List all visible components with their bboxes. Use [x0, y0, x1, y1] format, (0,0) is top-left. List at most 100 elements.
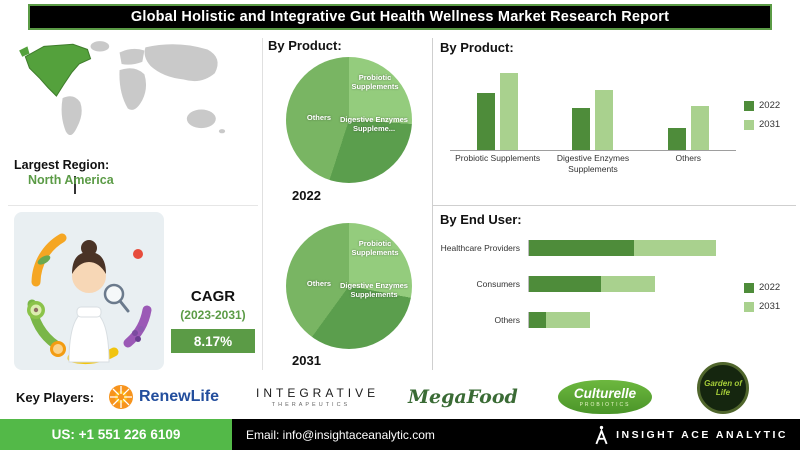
- divider-horizontal-left: [8, 205, 258, 206]
- report-title: Global Holistic and Integrative Gut Heal…: [130, 9, 670, 25]
- pie-2031-label-digestive: Digestive Enzymes Supplements: [340, 281, 408, 300]
- legend-label: 2022: [759, 100, 781, 111]
- logo-culturelle: Culturelle PROBIOTICS: [558, 380, 652, 414]
- phone-contact-box: US: +1 551 226 6109: [0, 419, 232, 450]
- bar-category-label: Others: [675, 153, 702, 163]
- bar-group: [643, 62, 733, 150]
- divider-vertical-left: [262, 38, 263, 370]
- hbar-segment-2031: [633, 240, 717, 256]
- hbar-category-label: Consumers: [476, 278, 520, 289]
- email-text: Email: info@insightaceanalytic.com: [246, 427, 435, 442]
- pie-2031-label-probiotic: Probiotic Supplements: [351, 239, 399, 258]
- culturelle-wordmark: Culturelle: [573, 386, 637, 401]
- woman-wellness-illustration: [14, 212, 164, 370]
- bar-2022: [572, 108, 591, 150]
- pie-2022-label-digestive: Digestive Enzymes Suppleme...: [340, 115, 408, 134]
- map-pointer-line: [74, 176, 76, 194]
- logo-renewlife: RenewLife: [108, 384, 219, 410]
- by-product-legend: 2022 2031: [744, 100, 780, 130]
- pie-chart-2022: Probiotic Supplements Digestive Enzymes …: [286, 57, 412, 183]
- divider-horizontal-right: [432, 205, 796, 206]
- bar-category-label: Digestive Enzymes Supplements: [556, 153, 630, 174]
- pie-2031-year-label: 2031: [292, 353, 321, 368]
- bar-2022: [667, 128, 686, 150]
- bar-group: [453, 62, 543, 150]
- by-end-user-legend: 2022 2031: [744, 282, 780, 312]
- culturelle-probiotics-label: PROBIOTICS: [579, 402, 631, 408]
- hbar-track: [528, 312, 736, 328]
- pie-2031-label-others: Others: [306, 279, 332, 288]
- wellness-illustration: [14, 212, 164, 370]
- world-map: [19, 41, 226, 136]
- by-end-user-heading: By End User:: [440, 212, 522, 227]
- hbar-track: [528, 240, 736, 256]
- legend-label: 2022: [759, 282, 781, 293]
- email-contact-bar: Email: info@insightaceanalytic.com INSIG…: [232, 419, 800, 450]
- by-product-bar-labels: Probiotic Supplements Digestive Enzymes S…: [450, 153, 736, 174]
- world-map-block: [8, 36, 258, 194]
- insight-ace-logo-icon: [595, 425, 608, 444]
- legend-swatch: [744, 282, 754, 293]
- cagr-period: (2023-2031): [180, 308, 246, 322]
- pie-2022-label-probiotic: Probiotic Supplements: [351, 73, 399, 92]
- logo-megafood: MegaFood: [408, 386, 518, 408]
- legend-swatch: [744, 119, 754, 130]
- renewlife-wordmark: RenewLife: [139, 388, 220, 405]
- by-product-pie-heading: By Product:: [268, 38, 342, 53]
- renewlife-sun-icon: [109, 385, 133, 409]
- hbar-row: Consumers: [440, 276, 736, 292]
- largest-region-value: North America: [28, 173, 114, 187]
- woman-figure: [68, 240, 130, 363]
- garden-of-life-wordmark: Garden of Life: [704, 378, 742, 397]
- hbar-row: Others: [440, 312, 736, 328]
- magnifier-icon: [103, 283, 125, 305]
- pie-2022-year-label: 2022: [292, 188, 321, 203]
- legend-item-2022: 2022: [744, 100, 780, 111]
- cagr-block: CAGR (2023-2031) 8.17%: [168, 288, 258, 353]
- pie-2022: [286, 57, 412, 183]
- by-product-bar-heading: By Product:: [440, 40, 514, 55]
- bar-2031: [500, 73, 519, 150]
- cagr-label: CAGR: [190, 288, 236, 305]
- therapeutics-wordmark: THERAPEUTICS: [271, 402, 351, 408]
- bar-2031: [690, 106, 709, 150]
- brand-name: INSIGHT ACE ANALYTIC: [616, 428, 788, 441]
- bar-group: [548, 62, 638, 150]
- hbar-segment-2022: [529, 240, 634, 256]
- pie-2022-label-others: Others: [306, 113, 332, 122]
- legend-swatch: [744, 301, 754, 312]
- food-icons: [27, 249, 144, 357]
- hbar-row: Healthcare Providers: [440, 240, 736, 256]
- logo-integrative-therapeutics: INTEGRATIVE THERAPEUTICS: [256, 386, 380, 408]
- north-america-region: [19, 43, 92, 97]
- cagr-value-badge: 8.17%: [171, 329, 255, 353]
- key-players-label: Key Players:: [16, 390, 95, 405]
- legend-swatch: [744, 100, 754, 111]
- largest-region-label: Largest Region:: [14, 158, 110, 172]
- legend-label: 2031: [759, 301, 781, 312]
- by-product-bar-chart: [450, 62, 736, 151]
- bar-2031: [595, 89, 614, 150]
- bar-category-label: Probiotic Supplements: [455, 153, 541, 163]
- pie-chart-2031: Probiotic Supplements Digestive Enzymes …: [286, 223, 412, 349]
- legend-item-2022: 2022: [744, 282, 780, 293]
- hbar-category-label: Healthcare Providers: [440, 242, 520, 253]
- hbar-segment-2031: [600, 276, 656, 292]
- hbar-segment-2022: [529, 312, 547, 328]
- pie-2031: [286, 223, 412, 349]
- hbar-segment-2031: [546, 312, 590, 328]
- bar-2022: [477, 92, 496, 150]
- legend-label: 2031: [759, 119, 781, 130]
- legend-item-2031: 2031: [744, 119, 780, 130]
- report-title-bar: Global Holistic and Integrative Gut Heal…: [28, 4, 772, 30]
- integrative-wordmark: INTEGRATIVE: [256, 386, 380, 400]
- hbar-segment-2022: [529, 276, 601, 292]
- hbar-category-label: Others: [494, 314, 520, 325]
- divider-vertical-right: [432, 38, 433, 370]
- hbar-track: [528, 276, 736, 292]
- logo-garden-of-life: Garden of Life: [697, 362, 749, 414]
- brand-block: INSIGHT ACE ANALYTIC: [594, 425, 788, 445]
- legend-item-2031: 2031: [744, 301, 780, 312]
- by-end-user-bar-chart: Healthcare Providers Consumers Others: [440, 240, 736, 348]
